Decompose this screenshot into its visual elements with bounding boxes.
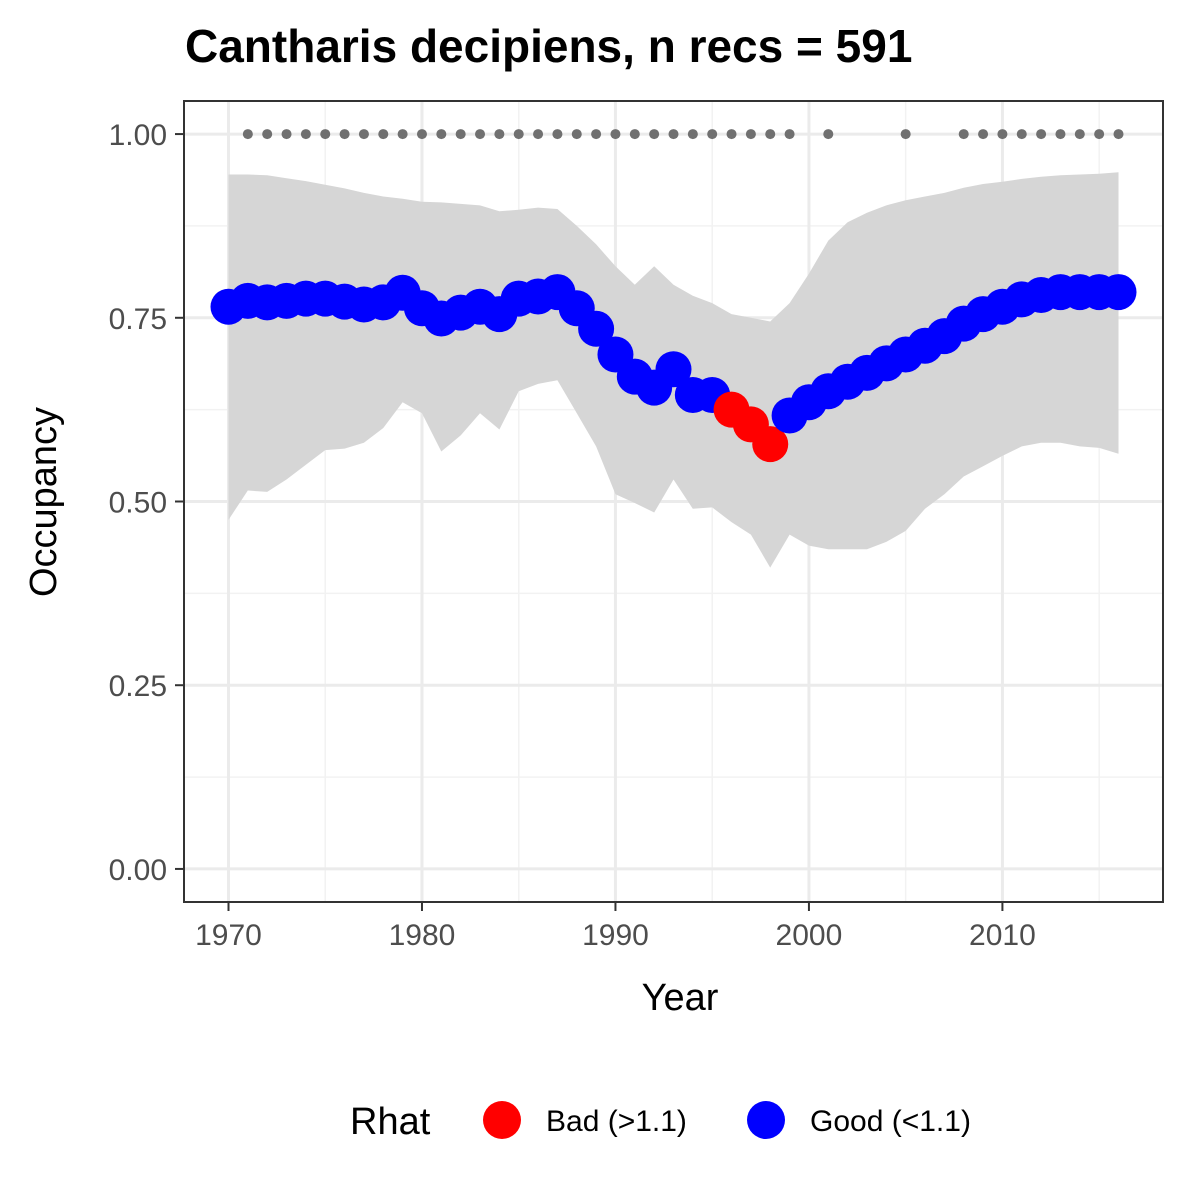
record-year-dot bbox=[358, 129, 369, 140]
y-tick-label: 0.25 bbox=[109, 670, 167, 703]
record-year-dot bbox=[455, 129, 466, 140]
legend-label-good: Good (<1.1) bbox=[810, 1105, 971, 1138]
legend: Rhat Bad (>1.1) Good (<1.1) bbox=[350, 1101, 971, 1143]
record-year-dot bbox=[784, 129, 795, 140]
record-year-dot bbox=[1036, 129, 1047, 140]
record-year-dot bbox=[726, 129, 737, 140]
record-year-dot bbox=[416, 129, 427, 140]
record-year-dot bbox=[571, 129, 582, 140]
record-year-dot bbox=[397, 129, 408, 140]
x-tick-label: 1970 bbox=[195, 919, 262, 952]
x-tick-label: 1980 bbox=[389, 919, 456, 952]
occupancy-points bbox=[210, 274, 1137, 463]
record-year-dot bbox=[1094, 129, 1105, 140]
legend-label-bad: Bad (>1.1) bbox=[546, 1105, 687, 1138]
y-axis-title: Occupancy bbox=[23, 407, 65, 597]
legend-key-good bbox=[747, 1101, 785, 1139]
y-tick-label: 1.00 bbox=[109, 119, 167, 152]
record-year-dot bbox=[339, 129, 350, 140]
y-tick-label: 0.50 bbox=[109, 487, 167, 520]
occupancy-point-good bbox=[578, 310, 615, 347]
record-year-dot bbox=[591, 129, 602, 140]
axes: 1970 1980 1990 2000 2010 0.00 0.25 0.50 0.75 1.00 bbox=[109, 119, 1036, 952]
record-year-dot bbox=[262, 129, 273, 140]
record-year-dot bbox=[629, 129, 640, 140]
record-year-dot bbox=[475, 129, 486, 140]
y-tick-label: 0.00 bbox=[109, 854, 167, 887]
record-year-dot bbox=[552, 129, 563, 140]
record-years-dots bbox=[242, 129, 1124, 140]
record-year-dot bbox=[1074, 129, 1085, 140]
record-year-dot bbox=[533, 129, 544, 140]
x-tick-label: 1990 bbox=[582, 919, 649, 952]
record-year-dot bbox=[668, 129, 679, 140]
record-year-dot bbox=[649, 129, 660, 140]
occupancy-point-good bbox=[655, 351, 692, 388]
record-year-dot bbox=[300, 129, 311, 140]
occupancy-point-good bbox=[1100, 274, 1137, 311]
record-year-dot bbox=[900, 129, 911, 140]
record-year-dot bbox=[1016, 129, 1027, 140]
x-axis-title: Year bbox=[642, 977, 719, 1019]
record-year-dot bbox=[687, 129, 698, 140]
occupancy-point-bad bbox=[752, 426, 789, 463]
record-year-dot bbox=[958, 129, 969, 140]
record-year-dot bbox=[378, 129, 389, 140]
record-year-dot bbox=[997, 129, 1008, 140]
record-year-dot bbox=[494, 129, 505, 140]
record-year-dot bbox=[707, 129, 718, 140]
record-year-dot bbox=[765, 129, 776, 140]
legend-title: Rhat bbox=[350, 1101, 431, 1143]
record-year-dot bbox=[823, 129, 834, 140]
record-year-dot bbox=[242, 129, 253, 140]
record-year-dot bbox=[320, 129, 331, 140]
record-year-dot bbox=[281, 129, 292, 140]
record-year-dot bbox=[436, 129, 447, 140]
legend-key-bad bbox=[483, 1101, 521, 1139]
y-tick-label: 0.75 bbox=[109, 303, 167, 336]
record-year-dot bbox=[1113, 129, 1124, 140]
record-year-dot bbox=[978, 129, 989, 140]
chart-title: Cantharis decipiens, n recs = 591 bbox=[185, 20, 912, 72]
record-year-dot bbox=[1055, 129, 1066, 140]
record-year-dot bbox=[513, 129, 524, 140]
record-year-dot bbox=[610, 129, 621, 140]
x-tick-label: 2000 bbox=[776, 919, 843, 952]
x-tick-label: 2010 bbox=[969, 919, 1036, 952]
record-year-dot bbox=[745, 129, 756, 140]
